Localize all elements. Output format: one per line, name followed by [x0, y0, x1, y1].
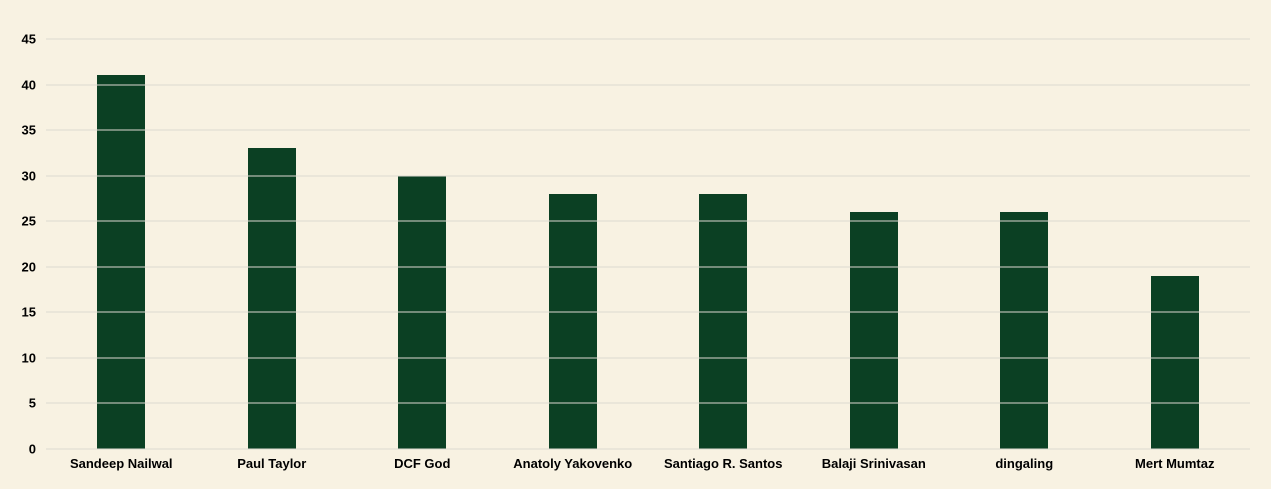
x-axis: Sandeep Nailwal Paul Taylor DCF God Anatoly… — [46, 449, 1250, 479]
x-tick-label-mert-mumtaz: Mert Mumtaz — [1135, 456, 1215, 471]
bar-dingaling — [1000, 212, 1049, 449]
y-tick-label-5: 5 — [28, 395, 36, 411]
y-tick-label-15: 15 — [21, 304, 36, 320]
x-tick-label-dcf-god: DCF God — [394, 456, 451, 471]
y-tick-label-45: 45 — [21, 31, 36, 47]
bar-anatoly-yakovenko — [548, 193, 597, 449]
gridline-25 — [46, 220, 1250, 222]
bars-layer — [46, 39, 1250, 449]
x-tick-label-santiago-r-santos: Santiago R. Santos — [664, 456, 783, 471]
gridline-30 — [46, 175, 1250, 177]
bar-sandeep-nailwal — [97, 75, 146, 449]
bar-santiago-r-santos — [699, 193, 748, 449]
gridline-35 — [46, 129, 1250, 131]
x-tick-label-anatoly-yakovenko: Anatoly Yakovenko — [513, 456, 633, 471]
gridline-40 — [46, 84, 1250, 86]
bar-paul-taylor — [247, 148, 296, 449]
gridline-5 — [46, 402, 1250, 404]
y-tick-label-20: 20 — [21, 259, 36, 275]
bar-mert-mumtaz — [1150, 275, 1199, 449]
x-tick-label-balaji-srinivasan: Balaji Srinivasan — [821, 456, 926, 471]
bar-balaji-srinivasan — [849, 212, 898, 449]
gridline-15 — [46, 311, 1250, 313]
gridline-10 — [46, 357, 1250, 359]
x-tick-label-paul-taylor: Paul Taylor — [237, 456, 307, 471]
x-tick-label-dingaling: dingaling — [995, 456, 1054, 471]
x-tick-label-sandeep-nailwal: Sandeep Nailwal — [69, 456, 173, 471]
y-tick-label-10: 10 — [21, 350, 36, 366]
y-tick-label-40: 40 — [21, 77, 36, 93]
y-tick-label-30: 30 — [21, 168, 36, 184]
plot-area — [46, 38, 1250, 450]
y-tick-label-25: 25 — [21, 213, 36, 229]
y-axis: 0 5 10 15 20 25 30 35 40 45 — [0, 33, 36, 456]
gridline-0 — [46, 448, 1250, 450]
gridline-20 — [46, 266, 1250, 268]
y-tick-label-0: 0 — [28, 441, 36, 457]
y-tick-label-35: 35 — [21, 122, 36, 138]
gridline-45 — [46, 38, 1250, 40]
